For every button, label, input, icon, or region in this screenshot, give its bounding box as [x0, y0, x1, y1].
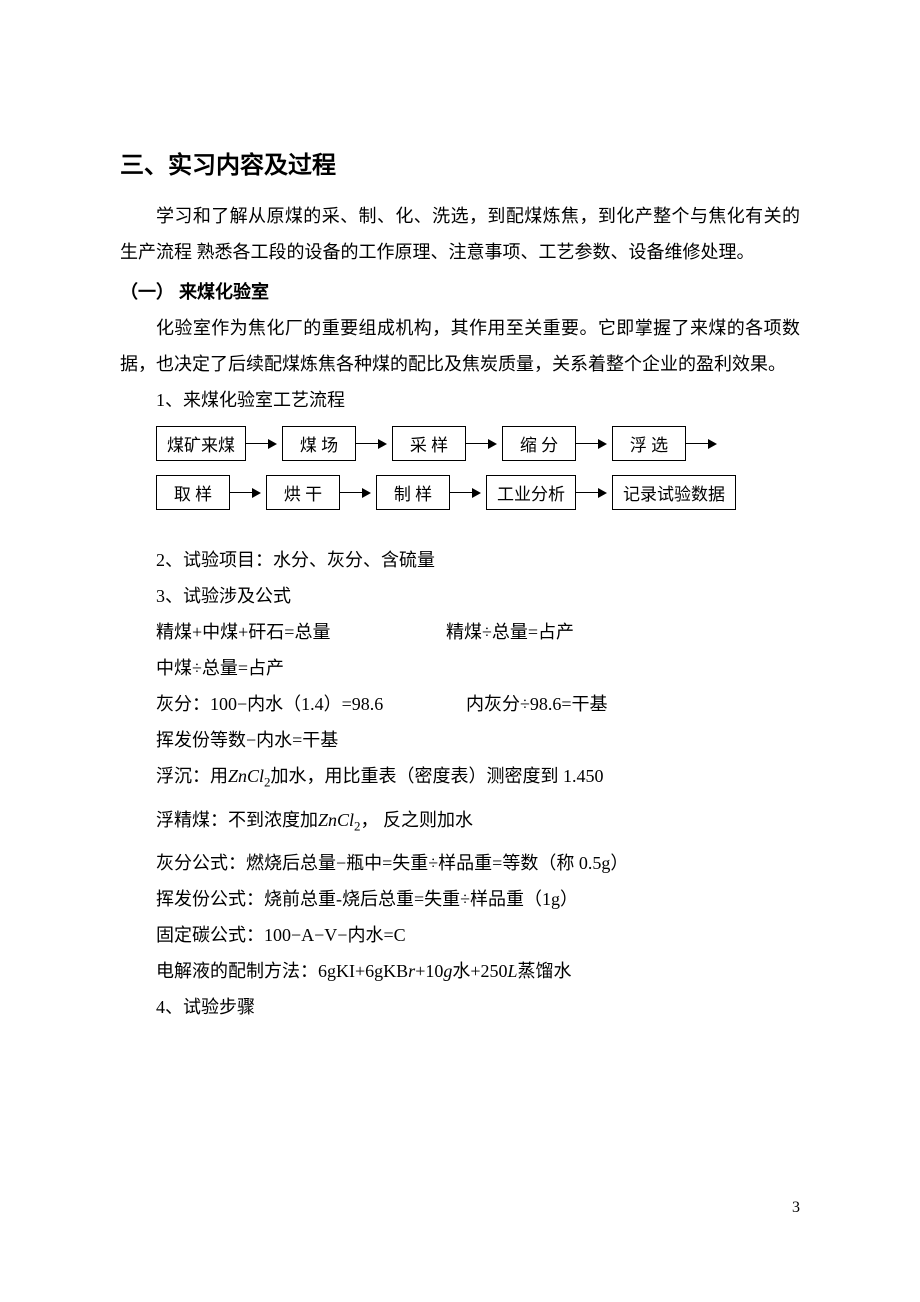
arrow-icon: [576, 439, 606, 449]
arrow-icon: [356, 439, 386, 449]
formula-num: 6: [318, 961, 327, 981]
formula-text: 中煤÷总量=占产: [156, 650, 800, 686]
chem-symbol: ZnCl: [318, 810, 354, 830]
flow-row-2: 取 样 烘 干 制 样 工业分析 记录试验数据: [156, 475, 800, 510]
formula-text: 灰分：100−内水（1.4）=98.6: [156, 686, 466, 722]
formula-text: 挥发份公式：烧前总重-烧后总重=失重÷样品重（1g）: [156, 881, 800, 917]
formula-label: 电解液的配制方法：: [156, 961, 318, 981]
list-item-1: 1、来煤化验室工艺流程: [120, 382, 800, 418]
list-item-4: 4、试验步骤: [156, 989, 800, 1025]
formula-var: L: [508, 961, 518, 981]
formula-num: 6: [365, 961, 374, 981]
formula-text: 固定碳公式：100−A−V−内水=C: [156, 917, 800, 953]
formula-text: 加水，用比重表（密度表）测密度到 1.450: [271, 766, 604, 786]
arrow-icon: [230, 488, 260, 498]
formula-num: 10: [425, 961, 443, 981]
flow-row-1: 煤矿来煤 煤 场 采 样 缩 分 浮 选: [156, 426, 800, 461]
arrow-icon: [466, 439, 496, 449]
arrow-icon: [246, 439, 276, 449]
arrow-icon: [686, 439, 716, 449]
flow-node: 缩 分: [502, 426, 576, 461]
list-item-2: 2、试验项目：水分、灰分、含硫量: [156, 542, 800, 578]
arrow-icon: [450, 488, 480, 498]
process-flowchart: 煤矿来煤 煤 场 采 样 缩 分 浮 选 取 样 烘 干 制 样 工业分析 记录…: [156, 426, 800, 510]
formula-text: 内灰分÷98.6=干基: [466, 686, 608, 722]
section-heading: 三、实习内容及过程: [120, 145, 800, 180]
formula-electrolyte: 电解液的配制方法：6gKI+6gKBr+10g水+250L蒸馏水: [156, 953, 800, 989]
flow-node: 烘 干: [266, 475, 340, 510]
formula-text: 挥发份等数−内水=干基: [156, 722, 800, 758]
formula-text: 蒸馏水: [518, 961, 572, 981]
formula-text: gKB: [374, 961, 408, 981]
flow-node: 记录试验数据: [612, 475, 736, 510]
flow-node: 取 样: [156, 475, 230, 510]
formula-op: +: [415, 961, 425, 981]
subsection-body: 化验室作为焦化厂的重要组成机构，其作用至关重要。它即掌握了来煤的各项数据，也决定…: [120, 310, 800, 382]
formula-text: 精煤÷总量=占产: [446, 614, 574, 650]
formula-op: +: [470, 961, 480, 981]
formula-num: 250: [481, 961, 508, 981]
page-number: 3: [792, 1199, 800, 1217]
formula-row: 精煤+中煤+矸石=总量 精煤÷总量=占产: [156, 614, 800, 650]
formula-text: 水: [452, 961, 470, 981]
arrow-icon: [340, 488, 370, 498]
flow-node: 煤 场: [282, 426, 356, 461]
list-item-3: 3、试验涉及公式: [156, 578, 800, 614]
formula-chem: 浮精煤：不到浓度加ZnCl2， 反之则加水: [156, 802, 800, 840]
flow-node: 采 样: [392, 426, 466, 461]
subsection-title: （一） 来煤化验室: [120, 274, 800, 310]
formula-text: 浮沉：用: [156, 766, 228, 786]
formula-chem: 浮沉：用ZnCl2加水，用比重表（密度表）测密度到 1.450: [156, 758, 800, 796]
chem-symbol: ZnCl: [228, 766, 264, 786]
arrow-icon: [576, 488, 606, 498]
flow-node: 制 样: [376, 475, 450, 510]
intro-paragraph: 学习和了解从原煤的采、制、化、洗选，到配煤炼焦，到化产整个与焦化有关的生产流程 …: [120, 198, 800, 270]
formula-text: ， 反之则加水: [361, 810, 474, 830]
flow-node: 工业分析: [486, 475, 576, 510]
formula-var: g: [443, 961, 452, 981]
flow-node: 浮 选: [612, 426, 686, 461]
formula-text: 精煤+中煤+矸石=总量: [156, 614, 446, 650]
formula-text: 灰分公式：燃烧后总量−瓶中=失重÷样品重=等数（称 0.5g）: [156, 845, 800, 881]
formula-text: 浮精煤：不到浓度加: [156, 810, 318, 830]
formula-text: gKI+: [327, 961, 365, 981]
flow-node: 煤矿来煤: [156, 426, 246, 461]
formula-row: 灰分：100−内水（1.4）=98.6 内灰分÷98.6=干基: [156, 686, 800, 722]
